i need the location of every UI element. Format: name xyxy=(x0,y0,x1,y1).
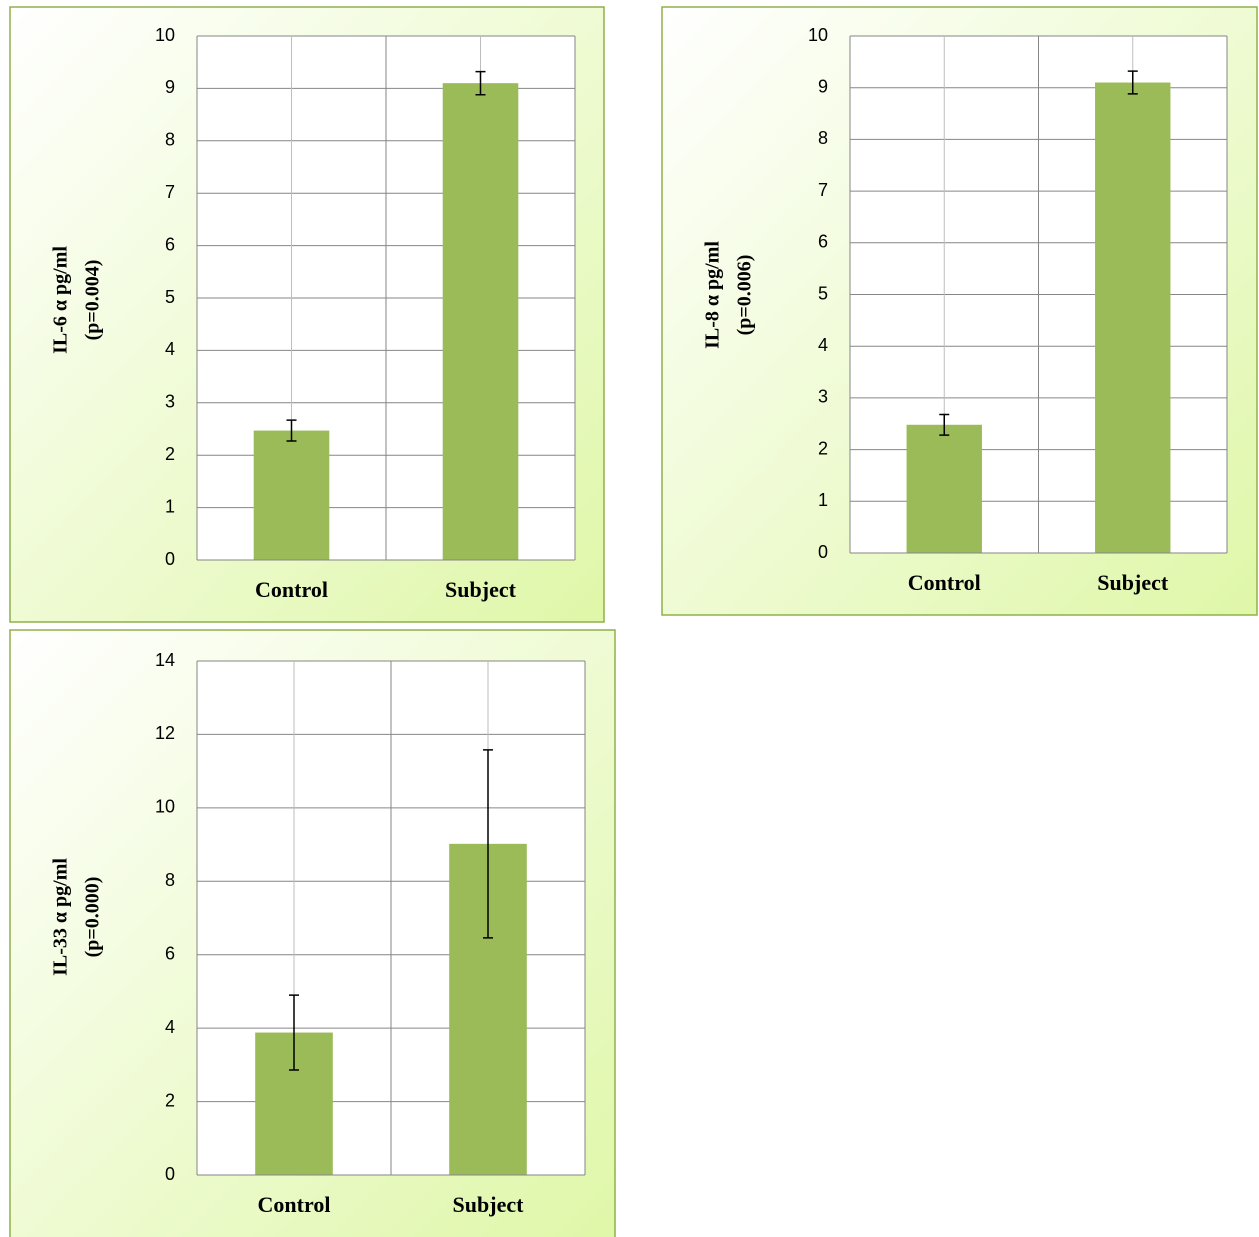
x-tick-label: Control xyxy=(908,570,981,595)
y-tick-label: 4 xyxy=(818,335,828,355)
y-tick-label: 6 xyxy=(165,943,175,963)
x-tick-label: Subject xyxy=(445,577,517,602)
y-tick-label: 0 xyxy=(165,549,175,569)
y-tick-label: 3 xyxy=(818,387,828,407)
y-tick-label: 9 xyxy=(818,76,828,96)
x-tick-label: Control xyxy=(258,1192,331,1217)
y-tick-label: 3 xyxy=(165,392,175,412)
y-tick-label: 2 xyxy=(818,438,828,458)
y-tick-label: 5 xyxy=(818,283,828,303)
chart: 0 2 4 6 8 10 12 14 Control Subject IL-33 α pg/ml (p… xyxy=(9,629,616,1237)
y-tick-label: 1 xyxy=(165,496,175,516)
error-bar xyxy=(286,419,297,442)
y-tick-label: 10 xyxy=(155,25,175,45)
y-tick-label: 10 xyxy=(808,25,828,45)
bar xyxy=(1095,82,1171,553)
y-tick-label: 0 xyxy=(818,542,828,562)
y-tick-label: 4 xyxy=(165,339,175,359)
y-tick-label: 12 xyxy=(155,723,175,743)
error-bar xyxy=(1127,70,1138,95)
x-tick-label: Subject xyxy=(453,1192,525,1217)
chart: 0 1 2 3 4 5 6 7 8 9 10 Control Subject IL-8 α pg/ml (p… xyxy=(661,6,1258,616)
y-tick-label: 6 xyxy=(165,234,175,254)
y-tick-label: 2 xyxy=(165,1090,175,1110)
y-tick-label: 6 xyxy=(818,232,828,252)
x-tick-label: Subject xyxy=(1097,570,1169,595)
y-tick-label: 9 xyxy=(165,77,175,97)
y-axis-label: IL-6 α pg/ml xyxy=(50,246,72,354)
y-axis-label: (p=0.006) xyxy=(734,255,756,336)
y-tick-label: 7 xyxy=(165,182,175,202)
bar xyxy=(442,83,519,560)
y-tick-label: 8 xyxy=(165,870,175,890)
y-tick-label: 1 xyxy=(818,490,828,510)
y-tick-label: 4 xyxy=(165,1017,175,1037)
y-tick-label: 2 xyxy=(165,444,175,464)
y-tick-label: 10 xyxy=(155,797,175,817)
y-tick-label: 0 xyxy=(165,1164,175,1184)
y-axis-label: IL-33 α pg/ml xyxy=(50,858,72,976)
y-tick-label: 14 xyxy=(155,650,175,670)
error-bar xyxy=(289,994,299,1071)
y-tick-label: 7 xyxy=(818,180,828,200)
error-bar xyxy=(939,413,950,436)
error-bar xyxy=(475,70,486,96)
y-axis-label: (p=0.000) xyxy=(82,877,104,958)
y-tick-label: 8 xyxy=(165,130,175,150)
y-tick-label: 8 xyxy=(818,128,828,148)
y-tick-label: 5 xyxy=(165,287,175,307)
y-axis-label: IL-8 α pg/ml xyxy=(702,241,724,349)
error-bar xyxy=(483,749,493,939)
chart: 0 1 2 3 4 5 6 7 8 9 10 Control Subject IL-6 α pg/ml (p… xyxy=(9,6,605,623)
bar xyxy=(253,430,330,560)
bar xyxy=(906,424,982,553)
x-tick-label: Control xyxy=(255,577,328,602)
y-axis-label: (p=0.004) xyxy=(82,260,104,341)
